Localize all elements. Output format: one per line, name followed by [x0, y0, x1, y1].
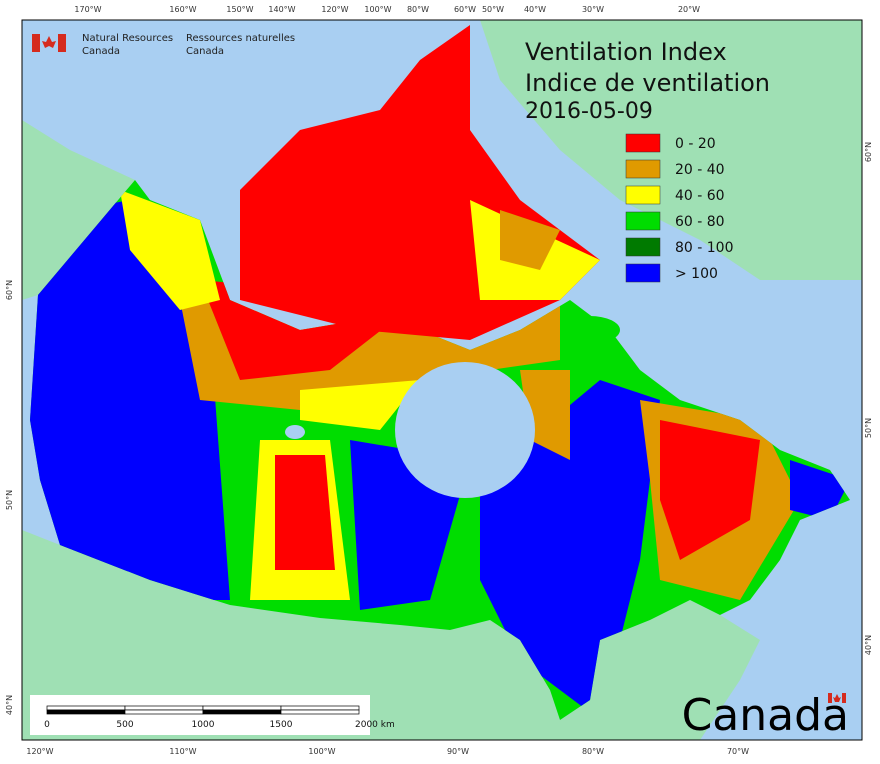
graticule-bottom: 100°W: [308, 747, 335, 756]
graticule-top: 150°W: [226, 5, 253, 14]
legend-swatch: [625, 159, 661, 179]
legend-swatch: [625, 263, 661, 283]
agency-en: Natural Resources: [82, 33, 173, 44]
graticule-left: 50°N: [5, 490, 14, 510]
greenland: [480, 20, 862, 280]
scale-bar-bg: [30, 695, 370, 735]
map-title: Indice de ventilation: [525, 69, 770, 97]
legend-label: 60 - 80: [675, 214, 725, 230]
agency-fr: Canada: [186, 46, 224, 57]
legend-label: 0 - 20: [675, 136, 716, 152]
agency-en: Canada: [82, 46, 120, 57]
lake: [285, 425, 305, 439]
graticule-top: 140°W: [268, 5, 295, 14]
ungava: [560, 316, 620, 344]
graticule-left: 40°N: [5, 695, 14, 715]
legend-swatch: [625, 133, 661, 153]
scale-segment: [280, 709, 360, 715]
graticule-top: 60°W: [454, 5, 476, 14]
graticule-top: 40°W: [524, 5, 546, 14]
graticule-top: 120°W: [321, 5, 348, 14]
legend-label: > 100: [675, 266, 718, 282]
graticule-right: 40°N: [864, 635, 873, 655]
scale-segment: [124, 709, 204, 715]
graticule-bottom: 120°W: [26, 747, 53, 756]
scale-segment: [202, 709, 282, 715]
scale-label: 500: [116, 720, 133, 730]
graticule-bottom: 110°W: [169, 747, 196, 756]
map-frame: [21, 19, 863, 741]
scale-label: 1500: [270, 720, 293, 730]
legend-swatch: [625, 237, 661, 257]
map-date: 2016-05-09: [525, 99, 653, 124]
graticule-top: 80°W: [407, 5, 429, 14]
scale-segment: [46, 709, 126, 715]
graticule-top: 30°W: [582, 5, 604, 14]
legend-label: 80 - 100: [675, 240, 734, 256]
legend-swatch: [625, 185, 661, 205]
wordmark: Canada: [682, 690, 849, 741]
baffin-band: [500, 210, 560, 270]
scale-segment: [124, 705, 204, 711]
scale-segment: [280, 705, 360, 711]
scale-label: 0: [44, 720, 50, 730]
graticule-top: 50°W: [482, 5, 504, 14]
graticule-left: 60°N: [5, 280, 14, 300]
graticule-bottom: 90°W: [447, 747, 469, 756]
legend-label: 20 - 40: [675, 162, 725, 178]
hudson-bay: [395, 362, 535, 498]
map-title: Ventilation Index: [525, 38, 727, 66]
legend-swatch: [625, 211, 661, 231]
agency-fr: Ressources naturelles: [186, 33, 295, 44]
scale-label: 2000 km: [355, 720, 395, 730]
graticule-right: 50°N: [864, 418, 873, 438]
graticule-top: 20°W: [678, 5, 700, 14]
graticule-top: 100°W: [364, 5, 391, 14]
graticule-right: 60°N: [864, 142, 873, 162]
alaska: [22, 120, 135, 300]
map-body: [22, 20, 862, 740]
agency-signature: [32, 34, 66, 52]
united-states: [22, 530, 760, 740]
scale-segment: [46, 705, 126, 711]
graticule-bottom: 80°W: [582, 747, 604, 756]
wordmark-group: [828, 693, 846, 703]
graticule-top: 160°W: [169, 5, 196, 14]
legend-label: 40 - 60: [675, 188, 725, 204]
graticule-top: 170°W: [74, 5, 101, 14]
graticule-bottom: 70°W: [727, 747, 749, 756]
scale-segment: [202, 705, 282, 711]
scale-label: 1000: [192, 720, 215, 730]
